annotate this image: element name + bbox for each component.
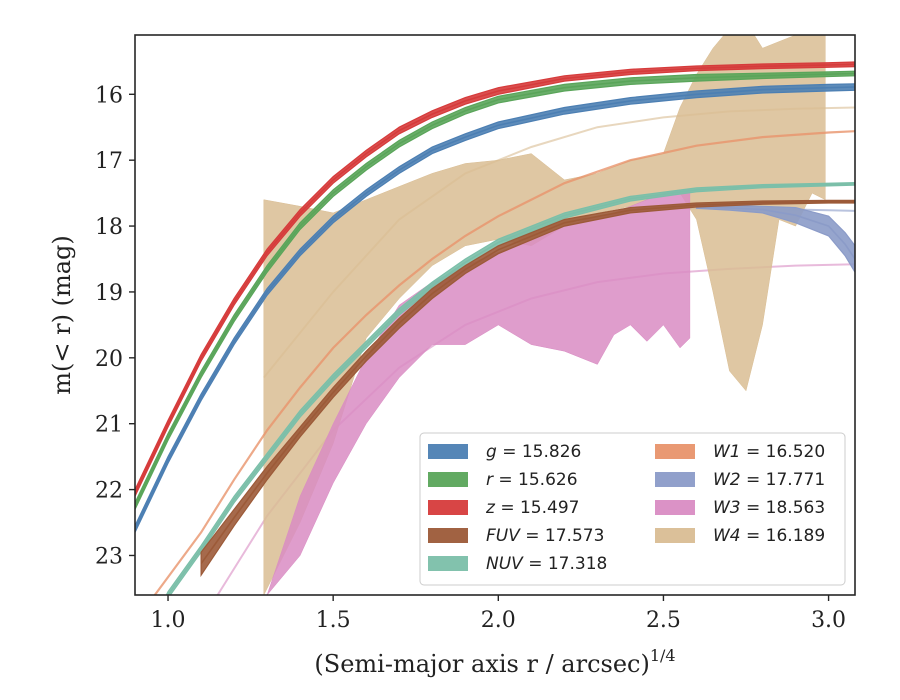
x-axis-title: (Semi-major axis r / arcsec)1/4 [314, 646, 675, 678]
legend-swatch-w2 [655, 472, 695, 487]
y-tick-label: 23 [95, 544, 123, 569]
legend-label-w4: W4 = 16.189 [713, 526, 825, 546]
series-band-w4 [263, 35, 826, 595]
x-axis-title-superscript: 1/4 [650, 646, 676, 665]
series-band-nuv [165, 181, 855, 595]
series-line-r [135, 72, 855, 507]
legend-item-w4: W4 = 16.189 [655, 526, 825, 546]
legend-label-fuv: FUV = 17.573 [486, 526, 604, 546]
legend-swatch-fuv [428, 528, 468, 543]
legend-label-g: g = 15.826 [486, 442, 581, 462]
y-tick-label: 21 [95, 413, 123, 438]
legend-label-z: z = 15.497 [485, 498, 579, 518]
series-line-w2 [696, 205, 855, 260]
legend-label-w1: W1 = 16.520 [713, 442, 825, 462]
series-band-z [135, 61, 855, 497]
legend-swatch-g [428, 444, 468, 459]
series-line-nuv [167, 183, 855, 595]
legend-label-w2: W2 = 17.771 [713, 470, 825, 490]
legend-box [419, 432, 846, 586]
y-tick-label: 22 [95, 479, 123, 504]
series-line-fuv [200, 200, 855, 565]
y-tick-label: 19 [95, 281, 123, 306]
series-line-w1 [153, 130, 855, 595]
legend-swatch-nuv [428, 556, 468, 571]
legend-label-nuv: NUV = 17.318 [486, 554, 607, 574]
series-band-r [135, 70, 855, 510]
legend-item-r: r = 15.626 [428, 470, 578, 490]
legend-swatch-z [428, 500, 468, 515]
legend: g = 15.826 r = 15.626 z = 15.497 FUV = 17.5… [419, 432, 846, 586]
plot-area [135, 35, 855, 595]
legend-swatch-w1 [655, 444, 695, 459]
x-tick-label: 2.0 [481, 608, 516, 633]
x-tick-label: 3.0 [811, 608, 846, 633]
legend-item-w1: W1 = 16.520 [655, 442, 825, 462]
legend-item-w3: W3 = 18.563 [655, 498, 825, 518]
y-tick-label: 18 [95, 215, 123, 240]
x-tick-label: 1.0 [151, 608, 186, 633]
legend-label-w3: W3 = 18.563 [713, 498, 825, 518]
y-tick-label: 20 [95, 347, 123, 372]
legend-item-z: z = 15.497 [428, 498, 579, 518]
legend-item-fuv: FUV = 17.573 [428, 526, 604, 546]
y-tick-label: 17 [95, 149, 123, 174]
x-tick-label: 1.5 [316, 608, 351, 633]
legend-item-nuv: NUV = 17.318 [428, 554, 607, 574]
plot-frame [134, 34, 856, 596]
legend-swatch-r [428, 472, 468, 487]
y-tick-label: 16 [95, 83, 123, 108]
y-axis-title: m(< r) (mag) [48, 235, 76, 394]
legend-item-g: g = 15.826 [428, 442, 581, 462]
series-line-z [135, 63, 855, 494]
series-band-g [135, 83, 855, 533]
axes-ticks: 1.0 1.5 2.0 2.5 3.0 16 17 18 19 20 21 22 23 [95, 83, 846, 633]
series-line-g [135, 86, 855, 530]
legend-swatch-w3 [655, 500, 695, 515]
x-tick-label: 2.5 [646, 608, 681, 633]
series-band-fuv [200, 199, 855, 578]
legend-label-r: r = 15.626 [486, 470, 578, 490]
legend-item-w2: W2 = 17.771 [655, 470, 825, 490]
legend-swatch-w4 [655, 528, 695, 543]
